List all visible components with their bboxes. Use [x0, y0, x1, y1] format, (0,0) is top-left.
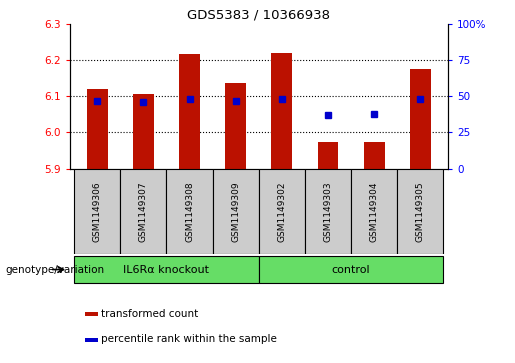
FancyBboxPatch shape	[74, 169, 121, 254]
Text: GSM1149302: GSM1149302	[278, 181, 286, 242]
Bar	[271, 53, 292, 169]
Text: IL6Rα knockout: IL6Rα knockout	[124, 265, 210, 274]
FancyBboxPatch shape	[121, 169, 166, 254]
Bar	[410, 69, 431, 169]
Bar	[364, 142, 385, 169]
Bar	[87, 89, 108, 169]
Text: GSM1149306: GSM1149306	[93, 181, 102, 242]
Text: GSM1149304: GSM1149304	[370, 181, 379, 242]
FancyBboxPatch shape	[397, 169, 443, 254]
Text: GSM1149309: GSM1149309	[231, 181, 240, 242]
Bar	[84, 312, 98, 316]
Bar	[179, 54, 200, 169]
Text: control: control	[332, 265, 370, 274]
Text: transformed count: transformed count	[101, 309, 199, 319]
Bar	[226, 83, 246, 169]
Title: GDS5383 / 10366938: GDS5383 / 10366938	[187, 8, 330, 21]
Bar	[84, 338, 98, 342]
FancyBboxPatch shape	[259, 256, 443, 284]
Text: GSM1149307: GSM1149307	[139, 181, 148, 242]
FancyBboxPatch shape	[213, 169, 259, 254]
Text: percentile rank within the sample: percentile rank within the sample	[101, 334, 277, 344]
FancyBboxPatch shape	[259, 169, 305, 254]
FancyBboxPatch shape	[166, 169, 213, 254]
Text: GSM1149308: GSM1149308	[185, 181, 194, 242]
Text: GSM1149303: GSM1149303	[323, 181, 333, 242]
Text: genotype/variation: genotype/variation	[5, 265, 104, 274]
Bar	[318, 142, 338, 169]
FancyBboxPatch shape	[305, 169, 351, 254]
Bar	[133, 94, 154, 169]
FancyBboxPatch shape	[74, 256, 259, 284]
Text: GSM1149305: GSM1149305	[416, 181, 425, 242]
FancyBboxPatch shape	[351, 169, 397, 254]
